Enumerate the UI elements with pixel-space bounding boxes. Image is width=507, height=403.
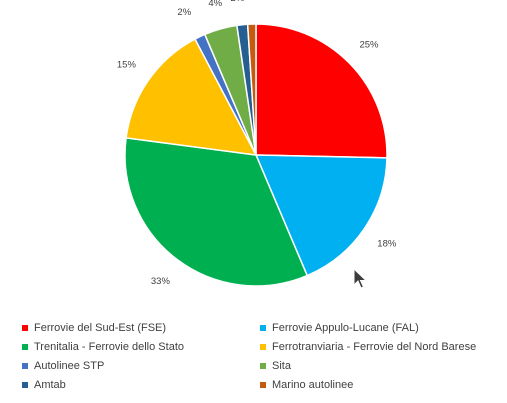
pie-chart: 25%18%33%15%2%4%2%1% — [117, 0, 397, 287]
legend-label: Ferrovie del Sud-Est (FSE) — [34, 321, 167, 334]
pie-slice — [254, 154, 388, 277]
legend-label: Trenitalia - Ferrovie dello Stato — [34, 340, 184, 353]
legend-item-fal: Ferrovie Appulo-Lucane (FAL) — [260, 320, 500, 335]
pie-slice — [246, 23, 257, 156]
slice-percent-label: 2% — [231, 0, 245, 4]
legend-item-ferrotranviaria: Ferrotranviaria - Ferrovie del Nord Bare… — [260, 339, 500, 354]
pie-slice — [124, 137, 309, 287]
legend-item-amtab: Amtab — [22, 377, 260, 392]
legend-swatch — [22, 381, 28, 388]
legend-item-fse: Ferrovie del Sud-Est (FSE) — [22, 320, 260, 335]
legend-swatch — [22, 343, 28, 350]
legend-swatch — [260, 343, 266, 350]
legend-swatch — [260, 381, 266, 388]
legend-label: Autolinee STP — [34, 359, 105, 372]
chart-legend: Ferrovie del Sud-Est (FSE) Ferrovie Appu… — [22, 320, 502, 392]
legend-swatch — [260, 324, 266, 331]
slice-percent-label: 25% — [359, 40, 379, 51]
legend-label: Ferrotranviaria - Ferrovie del Nord Bare… — [272, 340, 477, 353]
pie-slice — [255, 23, 388, 159]
legend-label: Amtab — [34, 378, 66, 391]
legend-label: Sita — [272, 359, 291, 372]
slice-percent-label: 33% — [151, 276, 171, 287]
slice-percent-label: 15% — [117, 60, 137, 71]
legend-item-trenitalia: Trenitalia - Ferrovie dello Stato — [22, 339, 260, 354]
mouse-pointer-icon — [353, 268, 367, 289]
legend-swatch — [260, 362, 266, 369]
legend-label: Ferrovie Appulo-Lucane (FAL) — [272, 321, 419, 334]
slice-percent-label: 2% — [177, 7, 191, 18]
legend-item-sita: Sita — [260, 358, 500, 373]
legend-item-stp: Autolinee STP — [22, 358, 260, 373]
legend-item-marino: Marino autolinee — [260, 377, 500, 392]
slice-percent-label: 18% — [377, 239, 397, 250]
legend-swatch — [22, 324, 28, 331]
legend-swatch — [22, 362, 28, 369]
slice-percent-label: 4% — [208, 0, 222, 9]
pie-slice — [125, 38, 258, 156]
legend-label: Marino autolinee — [272, 378, 354, 391]
slice-percent-label: 1% — [247, 0, 261, 3]
